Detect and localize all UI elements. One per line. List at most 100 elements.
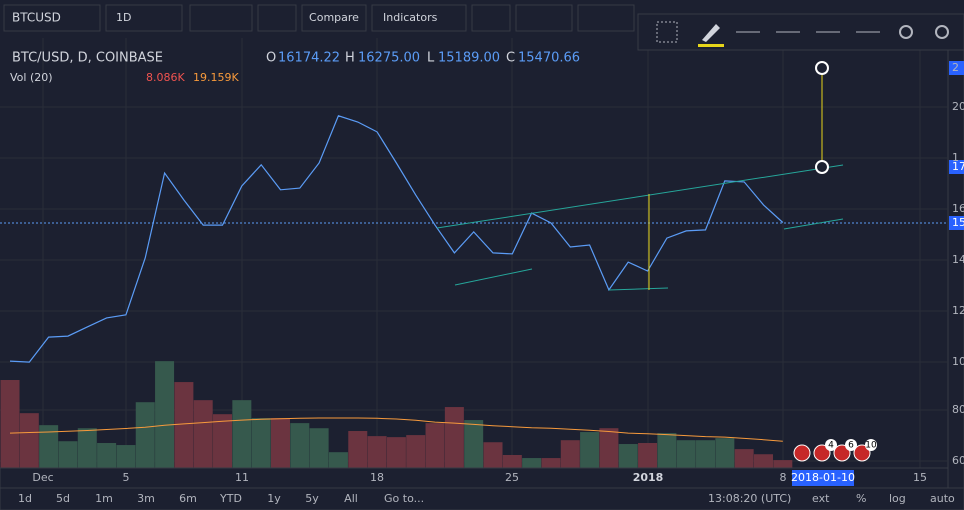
handle[interactable]: [815, 61, 829, 75]
volume-bar: [502, 454, 522, 468]
volume-bar: [174, 382, 194, 468]
range-button[interactable]: 5y: [305, 492, 319, 505]
volume-bar: [193, 400, 213, 468]
volume-bar: [483, 442, 503, 468]
settings-button[interactable]: [257, 4, 297, 32]
volume-bar: [19, 413, 39, 468]
price-axis-label: 1: [952, 151, 959, 164]
price-axis-label: 17: [952, 160, 964, 173]
time-axis-label: 11: [235, 471, 249, 484]
range-button[interactable]: 1m: [95, 492, 113, 505]
volume-bar: [270, 418, 290, 468]
volume-bar: [348, 431, 368, 468]
event-count-label: 4: [828, 441, 834, 451]
range-button[interactable]: 5d: [56, 492, 70, 505]
undo-redo[interactable]: [577, 4, 635, 32]
volume-bar: [39, 425, 59, 468]
volume-bar: [58, 441, 78, 468]
volume-bar: [367, 436, 387, 468]
volume-bar: [753, 454, 773, 468]
volume-bar: [734, 449, 754, 468]
interval-button[interactable]: [105, 4, 183, 32]
ohlc-label: H: [345, 51, 355, 66]
handle[interactable]: [815, 160, 829, 174]
range-button[interactable]: YTD: [219, 492, 242, 505]
volume-bar: [155, 361, 175, 468]
price-axis-label: 2: [952, 61, 959, 74]
volume-bar: [560, 440, 580, 468]
indicators-button[interactable]: [371, 4, 467, 32]
time-axis-label: 25: [505, 471, 519, 484]
option-button[interactable]: ext: [812, 492, 830, 505]
price-axis-label: 20: [952, 100, 964, 113]
event-flag[interactable]: [853, 444, 871, 462]
grid: [0, 38, 948, 468]
event-count-label: 10: [865, 441, 877, 451]
time-axis-label: 2018: [633, 471, 664, 484]
tool-select[interactable]: [656, 21, 678, 43]
price-line: [9, 115, 784, 363]
ohlc-label: C: [506, 51, 515, 66]
alert-button[interactable]: [471, 4, 511, 32]
volume-title: Vol (20): [10, 71, 53, 84]
ohlc-value: 15189.00: [438, 51, 500, 66]
event-flag[interactable]: [793, 444, 811, 462]
event-count: [825, 439, 837, 451]
volume-bar: [386, 437, 406, 468]
event-count: [845, 439, 857, 451]
range-button[interactable]: 6m: [179, 492, 197, 505]
price-axis-label: 14: [952, 253, 964, 266]
volume-bar: [77, 428, 97, 468]
symbol-search[interactable]: [3, 4, 101, 32]
trend-line: [436, 164, 844, 229]
volume-bar: [309, 428, 329, 468]
trend-line: [454, 268, 533, 286]
time-cursor: [792, 470, 854, 486]
drawing-toolbar-bg: [637, 13, 964, 51]
range-button[interactable]: 1y: [267, 492, 281, 505]
price-axis-label: 16: [952, 202, 964, 215]
volume-bar: [406, 435, 426, 468]
tool-alert[interactable]: [935, 25, 949, 39]
ohlc-label: L: [427, 51, 435, 66]
clock: 13:08:20 (UTC): [708, 492, 791, 505]
option-button[interactable]: auto: [930, 492, 955, 505]
volume-bars: [0, 361, 793, 468]
trend-line: [783, 218, 844, 230]
brush-color: [698, 44, 724, 47]
volume-bar: [251, 418, 271, 468]
ohlc-label: O: [266, 51, 276, 66]
tool-brush[interactable]: [702, 24, 720, 42]
time-axis-label: Dec: [32, 471, 53, 484]
volume-bar: [135, 402, 155, 468]
volume-bar: [773, 460, 793, 468]
option-button[interactable]: %: [856, 492, 866, 505]
price-axis-label: 80: [952, 403, 964, 416]
compare-button[interactable]: [301, 4, 367, 32]
tool-settings[interactable]: [899, 25, 913, 39]
chart-style-button[interactable]: [189, 4, 253, 32]
axis-badge: [949, 61, 964, 75]
event-flag[interactable]: [833, 444, 851, 462]
volume-value: 8.086K: [146, 71, 185, 84]
ohlc-value: 16174.22: [278, 51, 340, 66]
time-axis-label: 5: [123, 471, 130, 484]
series: [9, 115, 784, 442]
ohlc-value: 16275.00: [358, 51, 420, 66]
volume-bar: [657, 433, 677, 468]
time-axis-label: 18: [370, 471, 384, 484]
volume-bar: [425, 423, 445, 468]
event-count: [865, 439, 877, 451]
range-button[interactable]: 1d: [18, 492, 32, 505]
theme-button[interactable]: [515, 4, 573, 32]
event-markers: 4 6 10: [793, 439, 877, 462]
range-button[interactable]: All: [344, 492, 358, 505]
price-axis-label: 12: [952, 304, 964, 317]
goto-button[interactable]: Go to...: [384, 492, 424, 505]
range-button[interactable]: 3m: [137, 492, 155, 505]
event-flag[interactable]: [813, 444, 831, 462]
volume-bar: [696, 440, 716, 468]
option-button[interactable]: log: [889, 492, 906, 505]
volume-bar: [676, 440, 696, 468]
